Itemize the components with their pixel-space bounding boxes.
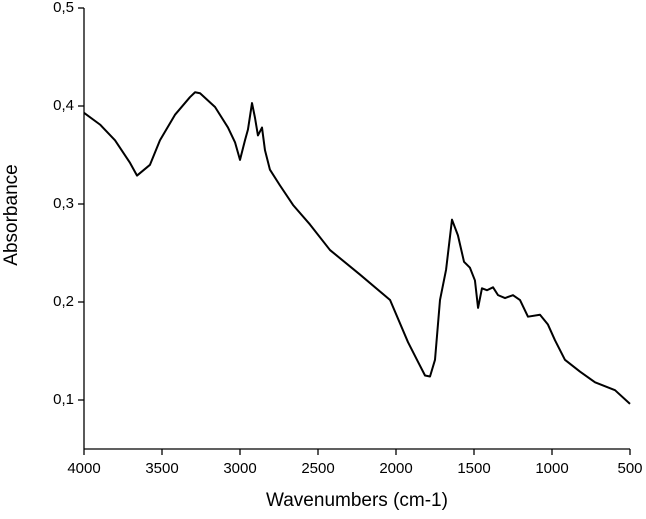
y-tick-label: 0,3 (53, 195, 74, 212)
x-tick-label: 3000 (223, 460, 256, 477)
y-tick-label: 0,1 (53, 391, 74, 408)
x-axis-title: Wavenumbers (cm-1) (266, 490, 448, 511)
x-tick-label: 2500 (301, 460, 334, 477)
x-tick-label: 4000 (67, 460, 100, 477)
y-axis-title: Absorbance (1, 164, 22, 265)
y-tick-label: 0,2 (53, 293, 74, 310)
x-tick-label: 1000 (535, 460, 568, 477)
y-tick-label: 0,5 (53, 0, 74, 16)
x-tick-label: 3500 (145, 460, 178, 477)
x-tick-label: 2000 (379, 460, 412, 477)
x-tick-label: 500 (617, 460, 642, 477)
spectrum-line (83, 91, 631, 405)
y-tick-label: 0,4 (53, 97, 74, 114)
x-tick-label: 1500 (457, 460, 490, 477)
